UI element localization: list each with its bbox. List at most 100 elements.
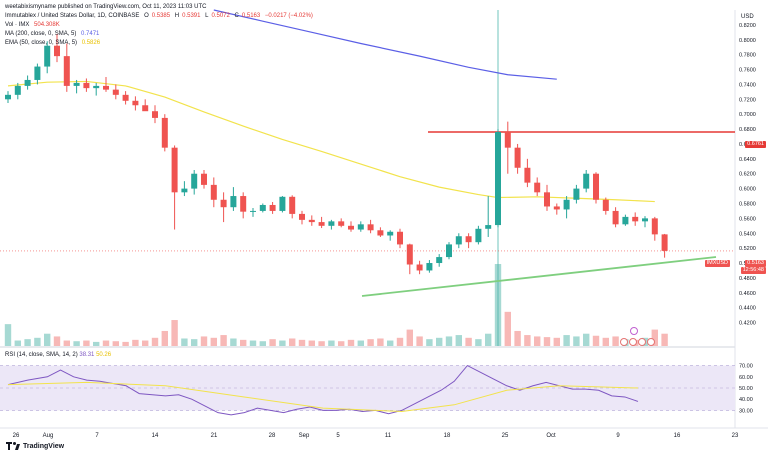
price-tick-label: 0.6000 — [739, 187, 756, 193]
candle-body — [465, 236, 472, 243]
tradingview-logo[interactable]: TradingView — [6, 442, 64, 450]
volume-value: 504.308K — [34, 22, 60, 28]
volume-bar — [406, 329, 413, 346]
close-label: C — [234, 13, 239, 19]
candle-body — [387, 231, 394, 236]
ema-label: EMA (50, close, 0, SMA, 5) — [5, 40, 78, 46]
volume-bar — [524, 335, 531, 346]
candle-body — [338, 221, 345, 226]
price-tick-label: 0.4400 — [739, 306, 756, 312]
volume-bar — [210, 337, 217, 346]
open-value: 0.5385 — [151, 13, 171, 19]
volume-bar — [455, 335, 462, 346]
volume-bar — [230, 338, 237, 346]
rsi-value: 38.31 — [79, 352, 95, 358]
volume-bar — [220, 335, 227, 346]
candle-body — [191, 173, 198, 189]
open-label: O — [144, 13, 149, 19]
published-line: weetabixismyname published on TradingVie… — [5, 4, 207, 10]
time-tick-label: Oct — [546, 433, 556, 439]
currency-label: USD — [741, 14, 754, 20]
volume-bar — [318, 341, 325, 346]
candle-body — [132, 100, 139, 106]
volume-bar — [436, 337, 443, 346]
volume-bar — [416, 336, 423, 346]
volume-bar — [132, 339, 139, 346]
candle-body — [495, 131, 501, 226]
volume-bar — [485, 333, 492, 346]
candle-body — [602, 199, 609, 211]
ma200-line — [213, 9, 557, 80]
price-tick-label: 0.8200 — [739, 23, 756, 29]
volume-bar — [612, 336, 619, 346]
volume-bar — [4, 324, 12, 346]
volume-bar — [289, 338, 296, 346]
candle-body — [230, 196, 237, 208]
price-tick-label: 0.4200 — [739, 321, 756, 327]
price-tick-label: 0.7200 — [739, 97, 756, 103]
time-tick-label: 14 — [152, 433, 159, 439]
candle-body — [63, 56, 70, 86]
volume-bar — [534, 336, 541, 346]
legend-volume-line: Vol · IMX 504.308K — [5, 21, 63, 29]
volume-bar — [426, 339, 433, 346]
candle-body — [573, 188, 580, 200]
time-tick-label: 5 — [336, 433, 340, 439]
candle-body — [455, 236, 462, 245]
volume-bar — [602, 337, 609, 346]
resistance-price-tag: 0.6761 — [745, 141, 766, 148]
candle-body — [632, 216, 639, 222]
time-tick-label: 21 — [211, 433, 218, 439]
volume-bar — [573, 336, 580, 346]
candle-body — [83, 82, 90, 89]
volume-bar — [44, 333, 51, 346]
rsi-tick-label: 30.00 — [739, 408, 753, 414]
volume-bar — [583, 333, 590, 346]
candle-body — [240, 196, 247, 212]
price-tick-label: 0.5800 — [739, 201, 756, 207]
event-marker-icon — [620, 338, 628, 346]
volume-bar — [151, 337, 159, 346]
candle-body — [524, 167, 531, 183]
candle-body — [436, 257, 443, 264]
candle-body — [259, 204, 266, 211]
candle-body — [593, 173, 599, 200]
candle-body — [534, 182, 541, 193]
legend-symbol-line: Immutablex / United States Dollar, 1D, C… — [5, 12, 316, 20]
rsi-tick-label: 70.00 — [739, 364, 753, 370]
event-marker-icon — [630, 327, 638, 335]
candle-body — [612, 210, 619, 225]
time-tick-label: Aug — [43, 433, 54, 439]
candle-body — [112, 89, 119, 95]
event-marker-icon — [629, 338, 637, 346]
volume-bar — [122, 341, 129, 346]
candle-body — [122, 94, 129, 101]
price-tick-label: 0.8000 — [739, 38, 756, 44]
volume-bar — [298, 339, 306, 346]
low-label: L — [205, 13, 209, 19]
time-tick-label: 16 — [674, 433, 681, 439]
candle-body — [426, 263, 433, 271]
candle-body — [201, 173, 207, 185]
event-marker-icon — [638, 338, 646, 346]
volume-bar — [24, 339, 31, 346]
volume-bar — [328, 340, 335, 346]
candle-body — [357, 224, 364, 230]
ma-label: MA (200, close, 0, SMA, 5) — [5, 31, 77, 37]
price-tick-label: 0.7000 — [739, 112, 756, 118]
rsi-label: RSI (14, close, SMA, 14, 2) — [5, 352, 78, 358]
candle-body — [367, 224, 374, 231]
volume-bar — [563, 335, 570, 346]
candle-body — [161, 117, 168, 148]
legend-ema-line: EMA (50, close, 0, SMA, 5) 0.5826 — [5, 39, 103, 47]
volume-bar — [445, 336, 453, 346]
support-trendline — [361, 256, 717, 297]
candle-body — [54, 45, 60, 57]
candle-body — [279, 196, 286, 211]
ticker-tag: IMXUSD — [704, 260, 730, 267]
volume-bar — [514, 330, 521, 346]
low-value: 0.5072 — [211, 13, 230, 19]
candle-body — [103, 85, 109, 90]
